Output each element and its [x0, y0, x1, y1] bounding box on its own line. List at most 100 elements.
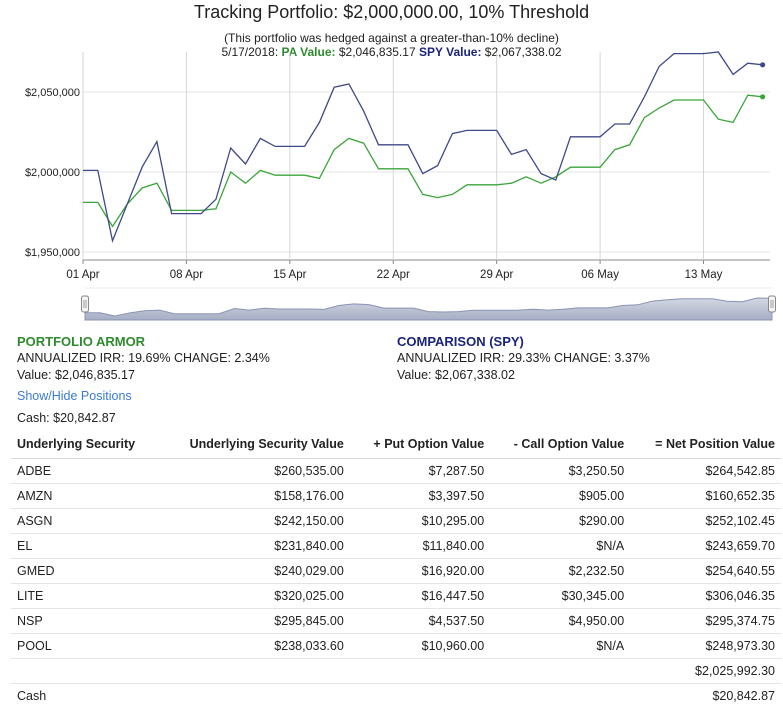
table-cell: $248,973.30 — [630, 633, 781, 659]
series-end-point — [760, 94, 766, 100]
table-cell: POOL — [11, 633, 160, 659]
line-chart[interactable]: $1,950,000 $2,000,000 $2,050,000 01 Apr 08 … — [0, 0, 783, 330]
table-cell — [11, 658, 160, 684]
table-cell: Cash — [11, 683, 160, 707]
table-header-row: Underlying Security Underlying Security … — [11, 430, 781, 459]
table-cell: $16,920.00 — [349, 558, 491, 584]
table-cell — [490, 683, 631, 707]
chart-series — [83, 51, 766, 244]
table-cell: GMED — [11, 558, 160, 584]
x-tick-label: 29 Apr — [480, 269, 513, 281]
table-cell: $20,842.87 — [630, 683, 781, 707]
comparison-value: Value: $2,067,338.02 — [397, 368, 515, 382]
table-cell: $240,029.00 — [159, 558, 350, 584]
comparison-summary: COMPARISON (SPY) ANNUALIZED IRR: 29.33% … — [397, 333, 650, 384]
portfolio-value: Value: $2,046,835.17 — [17, 368, 135, 382]
table-row: AMZN $158,176.00 $3,397.50 $905.00 $160,652.… — [11, 483, 781, 509]
table-row: NSP $295,845.00 $4,537.50 $4,950.00 $295,374… — [11, 608, 781, 634]
navigator-handle-right[interactable] — [768, 295, 776, 313]
portfolio-heading: PORTFOLIO ARMOR — [17, 334, 146, 349]
table-cell — [349, 658, 491, 684]
table-cell: ADBE — [11, 458, 160, 484]
cash-summary: Cash: $20,842.87 — [17, 411, 116, 425]
table-cell: $11,840.00 — [349, 533, 491, 559]
table-cell: $16,447.50 — [349, 583, 491, 609]
series-spy-value-line — [83, 51, 763, 244]
table-row: POOL $238,033.60 $10,960.00 $N/A $248,973.30 — [11, 633, 781, 659]
positions-table: Underlying Security Underlying Security … — [11, 430, 781, 707]
x-tick-label: 13 May — [685, 269, 723, 281]
comparison-heading: COMPARISON (SPY) — [397, 334, 524, 349]
table-cell: $3,397.50 — [349, 483, 491, 509]
table-cell: $30,345.00 — [490, 583, 631, 609]
table-row: Cash $20,842.87 — [11, 683, 781, 707]
x-tick-label: 06 May — [581, 269, 619, 281]
col-put-option-value: + Put Option Value — [349, 430, 491, 459]
x-tick-label: 08 Apr — [170, 269, 203, 281]
summary-date: 5/17/2018: — [221, 45, 279, 59]
table-row: $2,025,992.30 — [11, 658, 781, 684]
table-cell: $160,652.35 — [630, 483, 781, 509]
chart-subtitle: (This portfolio was hedged against a gre… — [224, 31, 559, 45]
y-tick-label: $2,000,000 — [25, 167, 80, 179]
table-cell: $243,659.70 — [630, 533, 781, 559]
series-end-point — [760, 62, 766, 68]
portfolio-irr: ANNUALIZED IRR: 19.69% CHANGE: 2.34% — [17, 351, 270, 365]
comparison-irr: ANNUALIZED IRR: 29.33% CHANGE: 3.37% — [397, 351, 650, 365]
table-cell: AMZN — [11, 483, 160, 509]
spy-value-label: SPY Value: — [418, 45, 482, 59]
table-cell: $10,295.00 — [349, 508, 491, 534]
table-cell: $252,102.45 — [630, 508, 781, 534]
portfolio-summary: PORTFOLIO ARMOR ANNUALIZED IRR: 19.69% C… — [17, 333, 270, 384]
table-cell: $2,232.50 — [490, 558, 631, 584]
table-cell: $231,840.00 — [159, 533, 350, 559]
table-cell: $238,033.60 — [159, 633, 350, 659]
col-net-position-value: = Net Position Value — [630, 430, 781, 459]
table-cell: $254,640.55 — [630, 558, 781, 584]
table-cell: EL — [11, 533, 160, 559]
table-cell: $7,287.50 — [349, 458, 491, 484]
table-cell: $306,046.35 — [630, 583, 781, 609]
col-underlying-security: Underlying Security — [11, 430, 160, 459]
navigator-handle-left[interactable] — [81, 295, 89, 313]
table-cell: $905.00 — [490, 483, 631, 509]
chart-value-summary: 5/17/2018: PA Value: $2,046,835.17 SPY V… — [0, 45, 783, 59]
chart-grid — [82, 52, 770, 261]
table-row: ASGN $242,150.00 $10,295.00 $290.00 $252,102… — [11, 508, 781, 534]
table-cell: $260,535.00 — [159, 458, 350, 484]
y-axis: $1,950,000 $2,000,000 $2,050,000 — [25, 87, 80, 259]
y-tick-label: $1,950,000 — [25, 247, 80, 259]
table-cell — [490, 658, 631, 684]
table-cell — [159, 683, 350, 707]
table-row: ADBE $260,535.00 $7,287.50 $3,250.50 $264,54… — [11, 458, 781, 484]
table-cell: ASGN — [11, 508, 160, 534]
navigator-area — [84, 297, 773, 321]
spy-value: $2,067,338.02 — [484, 45, 562, 59]
table-cell — [159, 658, 350, 684]
table-cell: $4,537.50 — [349, 608, 491, 634]
col-underlying-value: Underlying Security Value — [159, 430, 350, 459]
x-tick-label: 01 Apr — [66, 269, 99, 281]
table-cell: $N/A — [490, 533, 631, 559]
table-cell: $158,176.00 — [159, 483, 350, 509]
table-cell: $242,150.00 — [159, 508, 350, 534]
show-hide-positions-link[interactable]: Show/Hide Positions — [17, 389, 132, 403]
y-tick-label: $2,050,000 — [25, 87, 80, 99]
table-row: LITE $320,025.00 $16,447.50 $30,345.00 $306,… — [11, 583, 781, 609]
table-cell: $2,025,992.30 — [630, 658, 781, 684]
table-cell — [349, 683, 491, 707]
table-cell: $320,025.00 — [159, 583, 350, 609]
table-cell: $295,374.75 — [630, 608, 781, 634]
x-tick-label: 15 Apr — [273, 269, 306, 281]
col-call-option-value: - Call Option Value — [490, 430, 631, 459]
series-pa-value-line — [83, 94, 763, 228]
table-cell: $290.00 — [490, 508, 631, 534]
range-navigator[interactable] — [81, 287, 776, 321]
pa-value: $2,046,835.17 — [338, 45, 416, 59]
table-row: EL $231,840.00 $11,840.00 $N/A $243,659.70 — [11, 533, 781, 559]
table-cell: $3,250.50 — [490, 458, 631, 484]
x-tick-label: 22 Apr — [377, 269, 410, 281]
x-axis: 01 Apr 08 Apr 15 Apr 22 Apr 29 Apr 06 May 13 M… — [66, 260, 723, 281]
page-title: Tracking Portfolio: $2,000,000.00, 10% T… — [193, 2, 590, 22]
table-cell: $4,950.00 — [490, 608, 631, 634]
